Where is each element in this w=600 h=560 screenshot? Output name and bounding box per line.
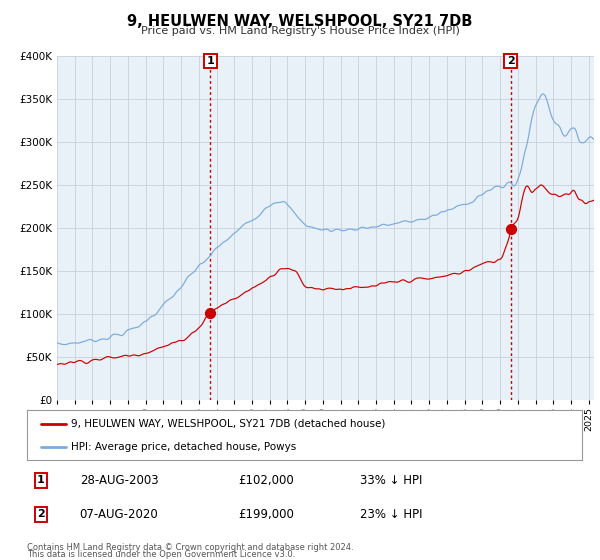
Point <box>206 308 215 317</box>
Text: HPI: Average price, detached house, Powys: HPI: Average price, detached house, Powy… <box>71 442 296 452</box>
Text: This data is licensed under the Open Government Licence v3.0.: This data is licensed under the Open Gov… <box>27 550 295 559</box>
Text: £199,000: £199,000 <box>238 507 294 521</box>
Text: Price paid vs. HM Land Registry's House Price Index (HPI): Price paid vs. HM Land Registry's House … <box>140 26 460 36</box>
Text: 2: 2 <box>507 56 515 66</box>
Text: 9, HEULWEN WAY, WELSHPOOL, SY21 7DB (detached house): 9, HEULWEN WAY, WELSHPOOL, SY21 7DB (det… <box>71 418 386 428</box>
Text: 07-AUG-2020: 07-AUG-2020 <box>80 507 158 521</box>
Text: 9, HEULWEN WAY, WELSHPOOL, SY21 7DB: 9, HEULWEN WAY, WELSHPOOL, SY21 7DB <box>127 14 473 29</box>
Point <box>506 225 515 234</box>
Text: 1: 1 <box>206 56 214 66</box>
Text: Contains HM Land Registry data © Crown copyright and database right 2024.: Contains HM Land Registry data © Crown c… <box>27 543 353 552</box>
Text: 23% ↓ HPI: 23% ↓ HPI <box>360 507 422 521</box>
Text: 1: 1 <box>37 475 45 486</box>
Text: £102,000: £102,000 <box>238 474 293 487</box>
Text: 33% ↓ HPI: 33% ↓ HPI <box>360 474 422 487</box>
Text: 28-AUG-2003: 28-AUG-2003 <box>80 474 158 487</box>
Text: 2: 2 <box>37 509 45 519</box>
